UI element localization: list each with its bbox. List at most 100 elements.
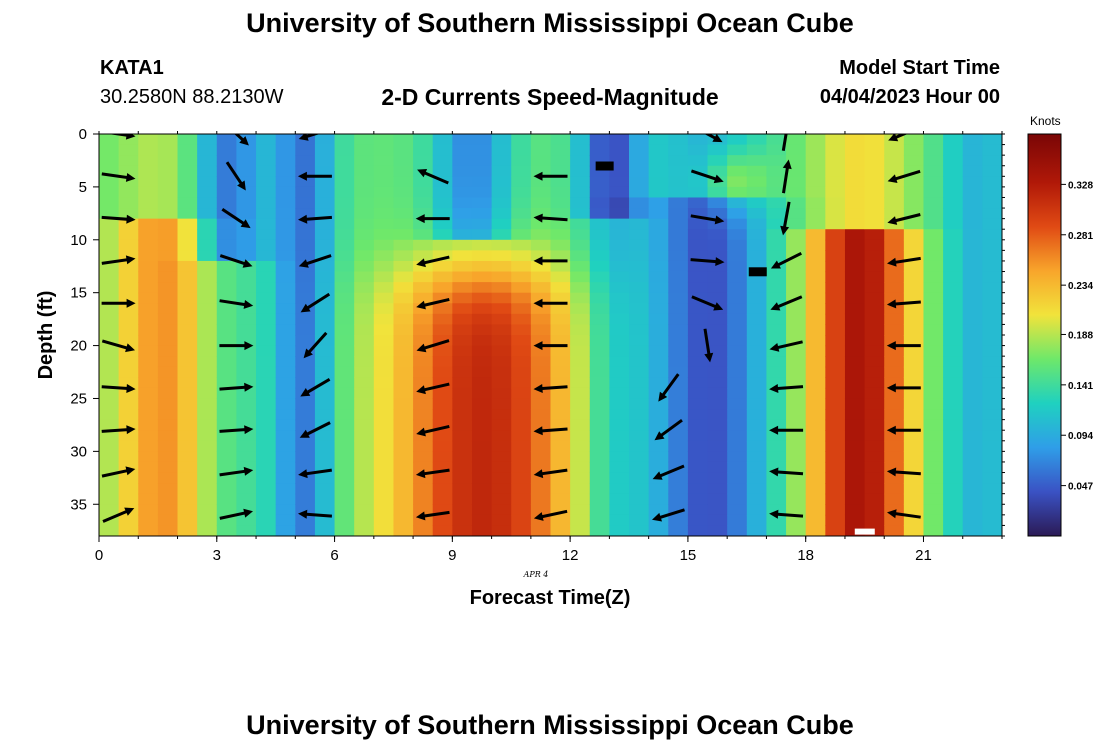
heatmap-cell [432,218,453,230]
heatmap-cell [413,218,434,230]
heatmap-cell [805,335,826,347]
heatmap-cell [805,387,826,400]
heatmap-cell [138,313,159,326]
heatmap-cell [550,218,571,230]
heatmap-cell [295,525,316,536]
heatmap-cell [884,504,905,516]
heatmap-cell [648,324,669,336]
heatmap-cell [746,292,768,304]
heatmap-cell [864,451,885,463]
heatmap-cell [864,176,885,188]
heatmap-cell [687,440,709,452]
heatmap-cell [99,260,120,273]
heatmap-cell [354,356,375,368]
heatmap-cell [138,197,159,209]
heatmap-cell [354,250,375,262]
heatmap-cell [314,197,336,209]
heatmap-cell [373,514,395,527]
heatmap-cell [648,229,669,241]
heatmap-cell [314,525,336,536]
heatmap-cell [982,134,1002,146]
heatmap-cell [962,366,983,378]
heatmap-cell [570,155,591,167]
heatmap-cell [766,186,787,199]
heatmap-cell [570,324,591,336]
heatmap-cell [118,292,139,304]
heatmap-cell [413,282,434,294]
heatmap-cell [550,409,571,421]
heatmap-cell [786,472,807,484]
heatmap-cell [511,504,532,516]
heatmap-cell [530,186,552,199]
current-vector [533,384,568,393]
heatmap-cell [589,345,610,357]
heatmap-cell [138,419,159,431]
heatmap-cell [491,504,512,516]
heatmap-cell [452,366,473,378]
heatmap-cell [923,292,944,304]
heatmap-cell [609,260,630,273]
heatmap-cell [157,176,179,188]
current-vector [782,159,792,194]
heatmap-cell [314,409,336,421]
heatmap-cell [648,345,669,357]
heatmap-cell [884,377,905,389]
heatmap-cell [707,250,728,262]
heatmap-cell [609,451,630,463]
heatmap-cell [786,504,807,516]
heatmap-cell [727,324,748,336]
heatmap-cell [805,345,826,357]
heatmap-cell [609,313,630,326]
heatmap-cell [413,451,434,463]
heatmap-cell [530,409,552,421]
current-vector [704,134,723,143]
heatmap-cell [393,440,414,452]
heatmap-cell [236,324,257,336]
heatmap-cell [550,472,571,484]
heatmap-cell [295,493,316,505]
heatmap-cell [511,186,532,199]
heatmap-cell [825,260,846,273]
heatmap-cell [825,335,846,347]
heatmap-cell [570,451,591,463]
heatmap-cell [197,197,218,209]
heatmap-cell [236,335,257,347]
heatmap-cell [923,356,944,368]
heatmap-cell [256,229,277,241]
heatmap-cell [373,493,395,505]
heatmap-cell [825,144,846,156]
heatmap-cell [766,451,787,463]
heatmap-cell [373,313,395,326]
heatmap-cell [118,514,139,527]
current-vector [652,508,685,522]
heatmap-cell [825,387,846,400]
heatmap-cell [511,377,532,389]
heatmap-cell [99,208,120,220]
heatmap-cell [962,356,983,368]
current-vector [533,509,568,521]
heatmap-cell [118,271,139,283]
heatmap-cell [825,303,846,315]
heatmap-cell [177,186,198,199]
heatmap-cell [236,409,257,421]
station-coordinates: 30.2580N 88.2130W [100,86,284,108]
heatmap-cell [197,335,218,347]
heatmap-cell [432,324,453,336]
heatmap-cell [589,504,610,516]
heatmap-cell [629,335,650,347]
heatmap-cell [825,377,846,389]
heatmap-cell [275,324,296,336]
heatmap-cell [99,197,120,209]
heatmap-cell [471,324,493,336]
heatmap-cell [138,155,159,167]
heatmap-cell [648,335,669,347]
heatmap-cell [727,282,748,294]
heatmap-cell [687,134,709,146]
heatmap-cell [236,303,257,315]
heatmap-cell [570,218,591,230]
heatmap-cell [609,186,630,199]
heatmap-cell [432,229,453,241]
heatmap-cell [825,176,846,188]
heatmap-cell [903,282,925,294]
heatmap-cell [805,155,826,167]
